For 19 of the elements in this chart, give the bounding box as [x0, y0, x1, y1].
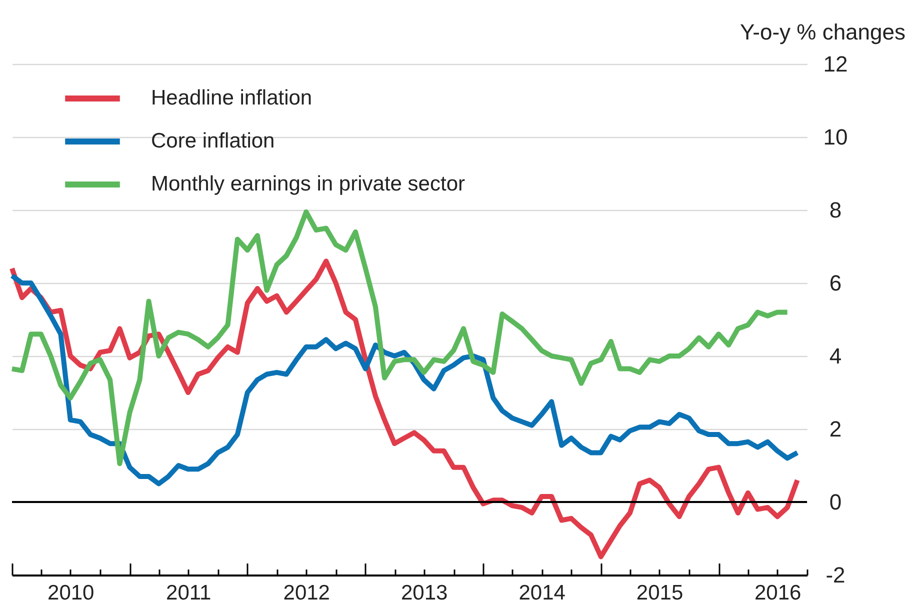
y-tick-label: 2 — [829, 416, 842, 442]
x-tick-label: 2016 — [754, 582, 802, 603]
y-tick-label: 12 — [823, 52, 848, 76]
y-tick-label: 4 — [829, 344, 842, 368]
x-tick-label: 2010 — [48, 582, 94, 603]
legend-label: Headline inflation — [151, 86, 312, 110]
y-tick-label: -2 — [826, 562, 846, 588]
y-tick-label: 8 — [829, 198, 842, 222]
x-tick-label: 2013 — [400, 582, 448, 603]
x-tick-label: 2011 — [166, 582, 212, 603]
x-tick-label: 2015 — [636, 582, 684, 603]
y-axis-title: Y-o-y % changes — [740, 20, 906, 44]
y-tick-label: 6 — [829, 270, 842, 296]
legend-label: Monthly earnings in private sector — [151, 172, 465, 196]
y-tick-label: 10 — [823, 124, 848, 150]
x-tick-label: 2014 — [518, 582, 566, 603]
x-tick-label: 2012 — [283, 582, 330, 603]
legend-label: Core inflation — [151, 130, 275, 152]
y-tick-label: 0 — [829, 490, 842, 514]
